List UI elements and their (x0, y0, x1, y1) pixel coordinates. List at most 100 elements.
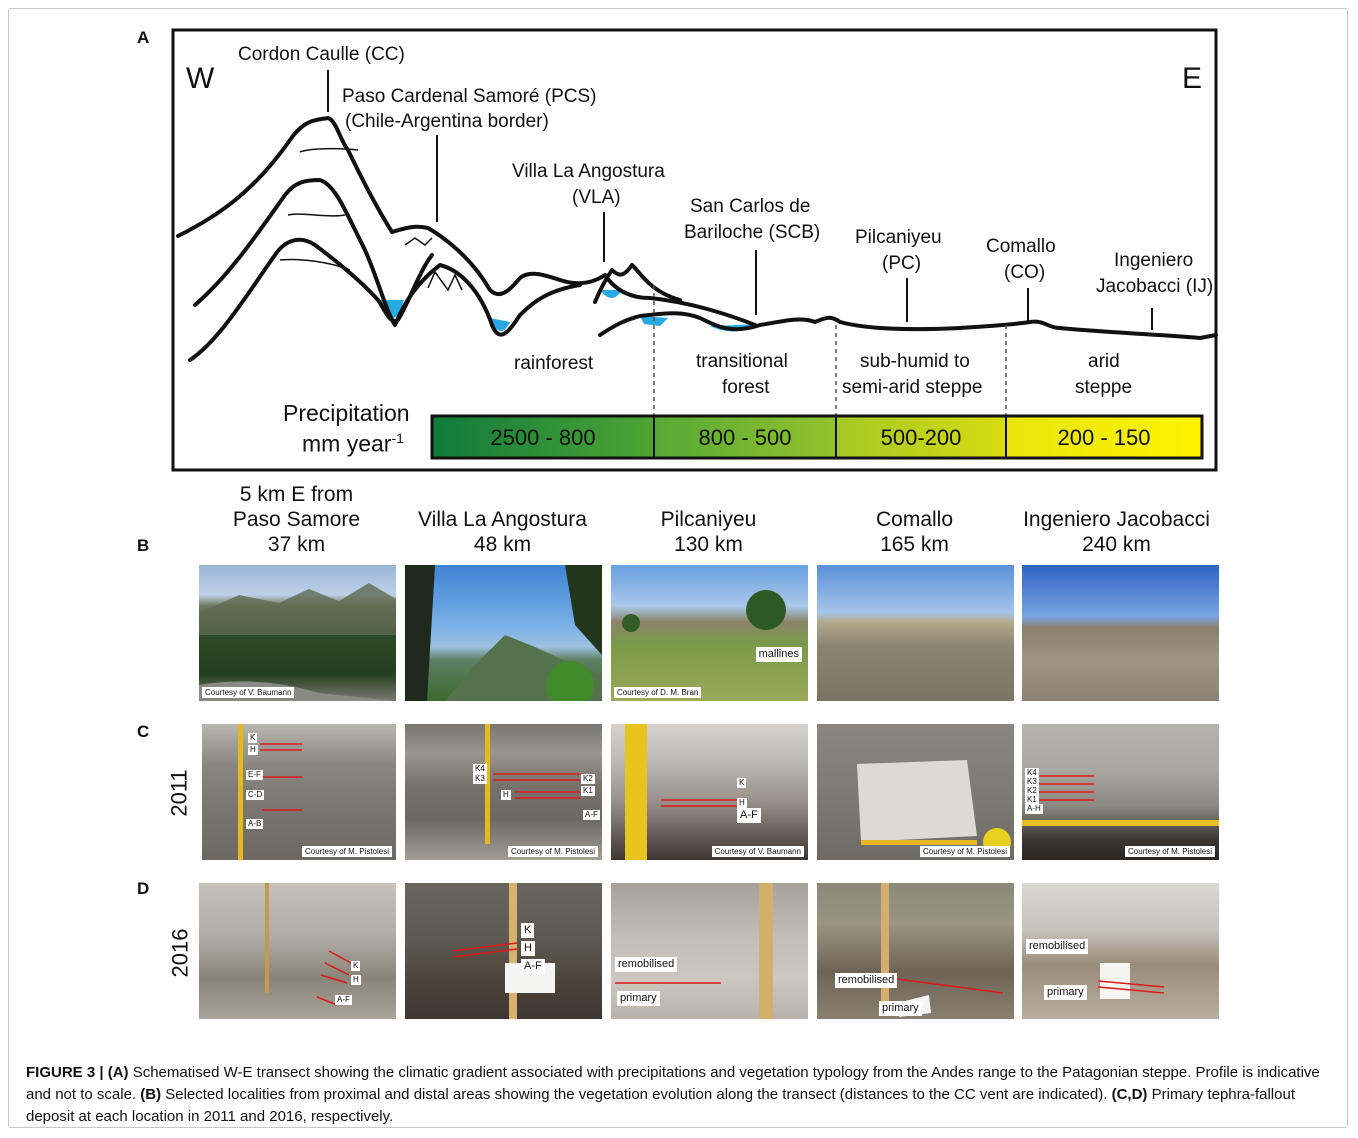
photo-d3: remobilised primary (611, 883, 808, 1019)
label-pcs-1: Paso Cardenal Samoré (PCS) (342, 86, 597, 107)
label-cordon-caulle: Cordon Caulle (CC) (238, 44, 405, 65)
credit-c3: Courtesy of V. Baumann (711, 846, 804, 857)
figure-frame (8, 8, 1348, 1128)
location-header-4: Comallo 165 km (875, 508, 954, 556)
leader-lines (327, 70, 1153, 330)
zone-transitional-2: forest (722, 377, 770, 398)
photo-d1: K H A-F (199, 883, 396, 1019)
c2-k1: K1 (581, 786, 595, 796)
precip-title-1: Precipitation (283, 400, 410, 426)
location-header-2: Villa La Angostura 48 km (418, 508, 587, 556)
precip-bin-4: 200 - 150 (1057, 425, 1151, 450)
zone-arid-2: steppe (1075, 377, 1133, 398)
credit-b1: Courtesy of V. Baumann (202, 687, 295, 698)
photo-b-paso-samore: Courtesy of V. Baumann (199, 565, 396, 701)
tag-mallines: mallines (755, 647, 802, 662)
d4-primary: primary (879, 1001, 922, 1016)
precip-bin-3: 500-200 (880, 425, 962, 450)
precipitation-bar (430, 414, 1204, 460)
zone-rainforest: rainforest (514, 353, 594, 374)
c5-k4: K4 (1025, 768, 1039, 778)
label-pc-2: (PC) (882, 253, 922, 274)
panel-c-letter: C (137, 722, 150, 741)
photo-c5: K4 K3 K2 K1 A-H Courtesy of M. Pistolesi (1022, 724, 1219, 860)
c2-k4: K4 (473, 764, 487, 774)
c5-k3: K3 (1025, 777, 1039, 787)
c5-k1: K1 (1025, 795, 1039, 805)
label-pcs-2: (Chile-Argentina border) (345, 111, 549, 132)
photo-c1: K H E-F C-D A-B Courtesy of M. Pistolesi (202, 724, 396, 860)
d2-h: H (521, 941, 535, 956)
c1-ef: E-F (246, 770, 263, 780)
d3-remobilised: remobilised (615, 957, 678, 972)
photo-d4: remobilised primary (817, 883, 1014, 1019)
d5-primary: primary (1044, 985, 1087, 1000)
photo-b-villa-la-angostura (405, 565, 602, 701)
figure-caption: FIGURE 3 | (A) Schematised W-E transect … (26, 1064, 1320, 1125)
panel-d-letter: D (137, 879, 150, 898)
photo-d5: remobilised primary (1022, 883, 1219, 1019)
credit-b3: Courtesy of D. M. Bran (614, 687, 702, 698)
east-label: E (1182, 62, 1203, 95)
panel-a-letter: A (137, 28, 150, 47)
panel-b-letter: B (137, 536, 150, 555)
label-co-1: Comallo (986, 236, 1056, 257)
west-label: W (186, 62, 215, 95)
c5-k2: K2 (1025, 786, 1039, 796)
transect-diagram (171, 28, 1218, 472)
c5-ah: A-H (1025, 804, 1043, 814)
label-pc-1: Pilcaniyeu (855, 227, 942, 248)
credit-c4: Courtesy of M. Pistolesi (919, 846, 1010, 857)
photo-c3: K H A-F Courtesy of V. Baumann (611, 724, 808, 860)
label-co-2: (CO) (1004, 262, 1046, 283)
c3-af: A-F (737, 808, 761, 823)
zone-steppe-2: semi-arid steppe (842, 377, 983, 398)
c2-af: A-F (583, 810, 600, 820)
location-header-1: 5 km E from Paso Samore 37 km (232, 483, 361, 556)
label-ij-1: Ingeniero (1114, 250, 1194, 271)
location-header-5: Ingeniero Jacobacci 240 km (1023, 508, 1210, 556)
d4-remobilised: remobilised (835, 973, 898, 988)
year-2011: 2011 (166, 769, 192, 817)
zone-transitional-1: transitional (696, 351, 788, 372)
credit-c2: Courtesy of M. Pistolesi (507, 846, 598, 857)
zone-arid-1: arid (1088, 351, 1120, 372)
panel-a-frame (171, 28, 1218, 472)
c3-h: H (737, 798, 747, 808)
photo-c4: Courtesy of M. Pistolesi (817, 724, 1014, 860)
c2-k2: K2 (581, 774, 595, 784)
d1-k: K (351, 961, 361, 971)
photo-d2: K H A-F (405, 883, 602, 1019)
c1-ab: A-B (246, 819, 264, 829)
label-scb-1: San Carlos de (690, 196, 811, 217)
profile-details (279, 147, 463, 292)
label-vla-2: (VLA) (572, 187, 621, 208)
c1-h: H (248, 745, 258, 755)
c2-k3: K3 (473, 774, 487, 784)
label-ij-2: Jacobacci (IJ) (1096, 276, 1214, 297)
d3-primary: primary (617, 991, 660, 1006)
lakes (378, 290, 760, 332)
label-vla-1: Villa La Angostura (512, 161, 665, 182)
zone-steppe-1: sub-humid to (860, 351, 970, 372)
label-scb-2: Bariloche (SCB) (684, 222, 821, 243)
d1-h: H (351, 975, 361, 985)
mountain-profiles (176, 116, 1218, 362)
photo-b-ingeniero-jacobacci (1022, 565, 1219, 701)
c2-h: H (501, 790, 511, 800)
c3-k: K (737, 778, 747, 788)
c1-k: K (248, 733, 258, 743)
credit-c1: Courtesy of M. Pistolesi (301, 846, 392, 857)
d5-remobilised: remobilised (1026, 939, 1089, 954)
photo-b-comallo (817, 565, 1014, 701)
d2-k: K (521, 923, 535, 938)
year-2016: 2016 (167, 928, 193, 978)
precip-bin-2: 800 - 500 (698, 425, 792, 450)
precip-bin-1: 2500 - 800 (490, 425, 596, 450)
c1-cd: C-D (246, 790, 265, 800)
d1-af: A-F (335, 995, 352, 1005)
precip-title-2: mm year-1 (302, 430, 404, 457)
photo-c2: K4 K3 K2 K1 H A-F Courtesy of M. Pistole… (405, 724, 602, 860)
d2-af: A-F (521, 959, 545, 974)
credit-c5: Courtesy of M. Pistolesi (1124, 846, 1215, 857)
